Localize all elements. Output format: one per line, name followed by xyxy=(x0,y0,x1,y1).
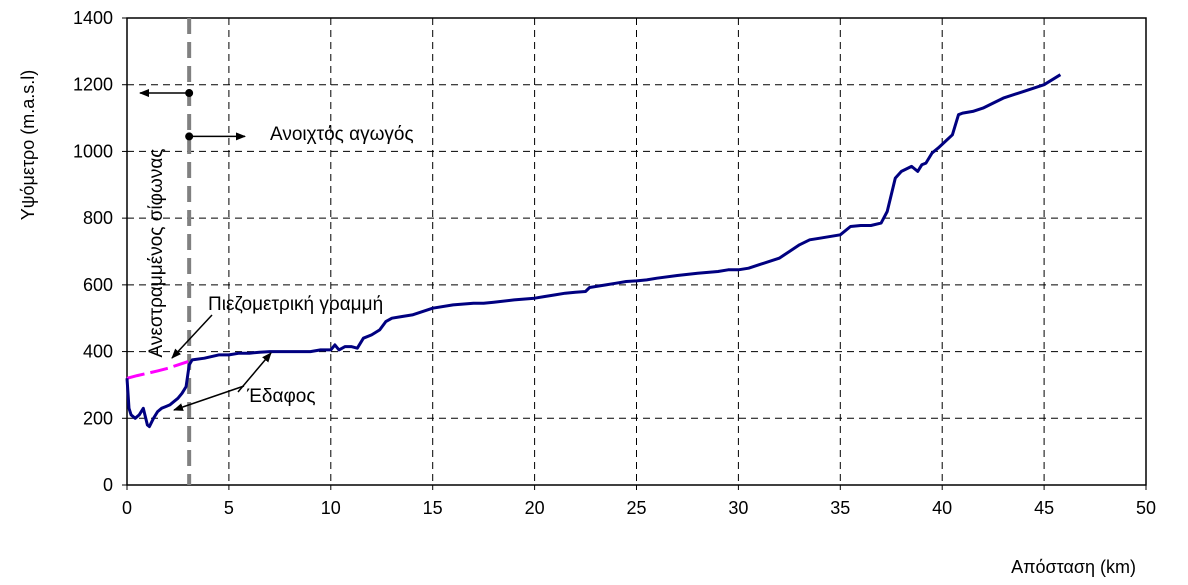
x-tick-label: 45 xyxy=(1034,498,1054,518)
siphon-arrow-dot xyxy=(185,89,194,98)
ground-leader-arrow-right xyxy=(237,352,272,393)
y-tick-label: 1200 xyxy=(73,75,113,95)
y-tick-label: 0 xyxy=(103,475,113,495)
x-tick-label: 20 xyxy=(525,498,545,518)
y-tick-label: 600 xyxy=(83,275,113,295)
ground-label: Έδαφος xyxy=(246,386,316,407)
x-tick-label: 25 xyxy=(626,498,646,518)
y-tick-label: 400 xyxy=(83,342,113,362)
y-axis-ticks: 0 200 400 600 800 1000 1200 1400 xyxy=(73,8,127,495)
y-tick-label: 800 xyxy=(83,208,113,228)
piezometric-line xyxy=(126,360,189,380)
ground-profile-line xyxy=(125,73,1062,429)
grid xyxy=(127,18,1146,485)
y-tick-label: 200 xyxy=(83,408,113,428)
siphon-label: Ανεστραμμένος σίφωνας xyxy=(146,149,167,358)
piezometric-leader-arrow xyxy=(171,314,213,359)
y-tick-label: 1000 xyxy=(73,141,113,161)
piezometric-line-label: Πιεζομετρική γραμμή xyxy=(208,294,383,315)
x-axis-label: Απόσταση (km) xyxy=(1011,557,1136,577)
x-tick-label: 50 xyxy=(1136,498,1156,518)
y-axis-label: Υψόμετρο (m.a.s.l) xyxy=(18,70,38,221)
x-tick-label: 30 xyxy=(728,498,748,518)
x-axis-ticks: 0 5 10 15 20 25 30 35 40 45 50 xyxy=(122,485,1156,518)
ground-leader-arrow-left xyxy=(173,385,245,411)
x-tick-label: 40 xyxy=(932,498,952,518)
open-channel-arrow-dot xyxy=(185,132,194,141)
y-tick-label: 1400 xyxy=(73,8,113,28)
annotations xyxy=(139,89,272,411)
x-tick-label: 5 xyxy=(224,498,234,518)
x-tick-label: 10 xyxy=(321,498,341,518)
x-tick-label: 35 xyxy=(830,498,850,518)
open-channel-label: Ανοιχτός αγωγός xyxy=(270,124,414,145)
x-tick-label: 15 xyxy=(423,498,443,518)
x-tick-label: 0 xyxy=(122,498,132,518)
